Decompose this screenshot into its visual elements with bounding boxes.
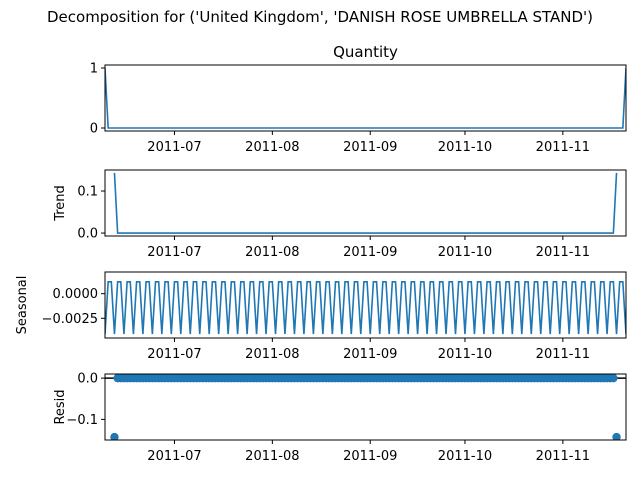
panel-trend: 0.0 0.1 2011-07 2011-08 2011-09 2011-10 2011-1…: [53, 169, 627, 260]
resid-xtick-label: 2011-11: [536, 449, 590, 464]
seasonal-ylabel: Seasonal: [15, 276, 30, 335]
quantity-plot-area: [105, 67, 626, 129]
resid-ytick-label: −0.1: [66, 413, 98, 428]
trend-plot-area: [113, 172, 618, 234]
quantity-xtick-label: 2011-08: [245, 140, 299, 155]
trend-ytick-label: 0.0: [77, 227, 98, 242]
seasonal-xtick-label: 2011-07: [147, 347, 201, 362]
resid-outlier-point: [612, 432, 621, 440]
resid-axes-frame: [104, 373, 627, 441]
seasonal-xtick-label: 2011-11: [536, 347, 590, 362]
resid-xtick-label: 2011-10: [438, 449, 492, 464]
trend-xtick-label: 2011-11: [536, 245, 590, 260]
quantity-xtick-label: 2011-07: [147, 140, 201, 155]
trend-xtick-label: 2011-09: [343, 245, 397, 260]
seasonal-ytick-label: 0.0000: [53, 287, 99, 302]
resid-xtick-label: 2011-07: [147, 449, 201, 464]
trend-ylabel: Trend: [53, 185, 68, 222]
trend-xtick-label: 2011-10: [438, 245, 492, 260]
quantity-xtick-label: 2011-09: [343, 140, 397, 155]
quantity-ytick-label: 1: [90, 62, 98, 77]
trend-xtick-label: 2011-08: [245, 245, 299, 260]
resid-ytick-label: 0.0: [77, 372, 98, 387]
figure-suptitle: Decomposition for ('United Kingdom', 'DA…: [47, 8, 593, 26]
resid-plot-area: [105, 374, 626, 440]
panel-quantity: 0 1 2011-07 2011-08 2011-09 2011-10 2011-11 Qua…: [90, 43, 627, 155]
seasonal-axes-frame: [104, 271, 627, 339]
seasonal-xtick-label: 2011-08: [245, 347, 299, 362]
resid-xtick-label: 2011-08: [245, 449, 299, 464]
trend-xtick-label: 2011-07: [147, 245, 201, 260]
quantity-ytick-label: 0: [90, 122, 98, 137]
resid-ylabel: Resid: [53, 389, 68, 424]
seasonal-plot-area: [105, 281, 626, 335]
seasonal-xtick-label: 2011-09: [343, 347, 397, 362]
quantity-xtick-label: 2011-10: [438, 140, 492, 155]
resid-point: [609, 374, 618, 383]
seasonal-xtick-label: 2011-10: [438, 347, 492, 362]
trend-axes-frame: [104, 169, 627, 237]
panel-seasonal: 0.0000 −0.0025 2011-07 2011-08 2011-09 2011-1…: [15, 271, 627, 362]
quantity-xtick-label: 2011-11: [536, 140, 590, 155]
seasonal-ytick-label: −0.0025: [42, 312, 98, 327]
trend-series-line: [113, 172, 618, 234]
quantity-panel-title: Quantity: [333, 43, 398, 61]
quantity-series-line: [105, 67, 626, 129]
trend-ytick-label: 0.1: [77, 185, 98, 200]
resid-xtick-label: 2011-09: [343, 449, 397, 464]
quantity-axes-frame: [104, 64, 627, 132]
seasonal-series-line: [105, 281, 626, 335]
resid-outlier-point: [110, 432, 119, 440]
panel-resid: 0.0 −0.1 2011-07 2011-08 2011-09 2011-10 2011-…: [53, 372, 627, 464]
subplots: 0 1 2011-07 2011-08 2011-09 2011-10 2011-11 Qua…: [15, 43, 627, 464]
